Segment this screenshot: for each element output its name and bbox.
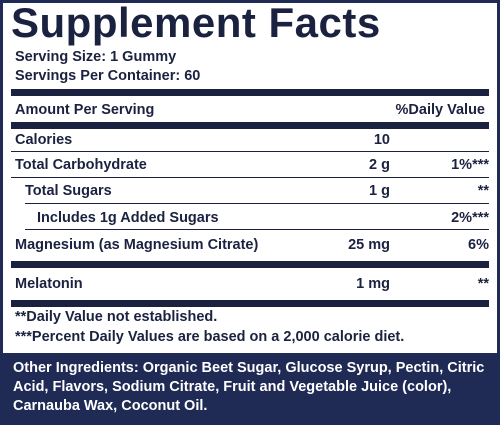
nutrient-name: Includes 1g Added Sugars [37, 210, 219, 226]
nutrient-name: Magnesium (as Magnesium Citrate) [15, 237, 259, 253]
nutrient-name: Calories [15, 132, 73, 148]
servings-per-container: Servings Per Container: 60 [15, 68, 201, 84]
row-line [25, 229, 489, 230]
divider [11, 261, 489, 268]
row-line [11, 151, 489, 152]
row-line [11, 177, 489, 178]
divider [11, 89, 489, 96]
amount: 1 mg [356, 276, 390, 292]
row-line [25, 203, 489, 204]
other-ingredients: Other Ingredients: Organic Beet Sugar, G… [3, 353, 497, 425]
amount: 2 g [369, 157, 390, 173]
divider [11, 122, 489, 129]
other-ingredients-label: Other Ingredients: [13, 360, 139, 376]
footnote: ***Percent Daily Values are based on a 2… [15, 329, 405, 345]
serving-size: Serving Size: 1 Gummy [15, 49, 177, 65]
amount: 25 mg [348, 237, 390, 253]
divider [11, 300, 489, 307]
daily-value: 2%*** [451, 210, 489, 226]
daily-value-header: %Daily Value [395, 102, 485, 118]
other-ingredients-text: Organic Beet Sugar, Glucose Syrup, Pecti… [13, 360, 485, 414]
amount-header: Amount Per Serving [15, 102, 155, 118]
amount: 1 g [369, 183, 390, 199]
amount: 10 [373, 132, 390, 148]
footnote: **Daily Value not established. [15, 309, 218, 325]
nutrient-name: Total Carbohydrate [15, 157, 147, 173]
daily-value: 6% [468, 237, 489, 253]
nutrient-name: Total Sugars [25, 183, 112, 199]
daily-value: ** [477, 183, 489, 199]
daily-value: ** [477, 276, 489, 292]
nutrient-name: Melatonin [15, 276, 83, 292]
title: Supplement Facts [11, 0, 381, 46]
daily-value: 1%*** [451, 157, 489, 173]
